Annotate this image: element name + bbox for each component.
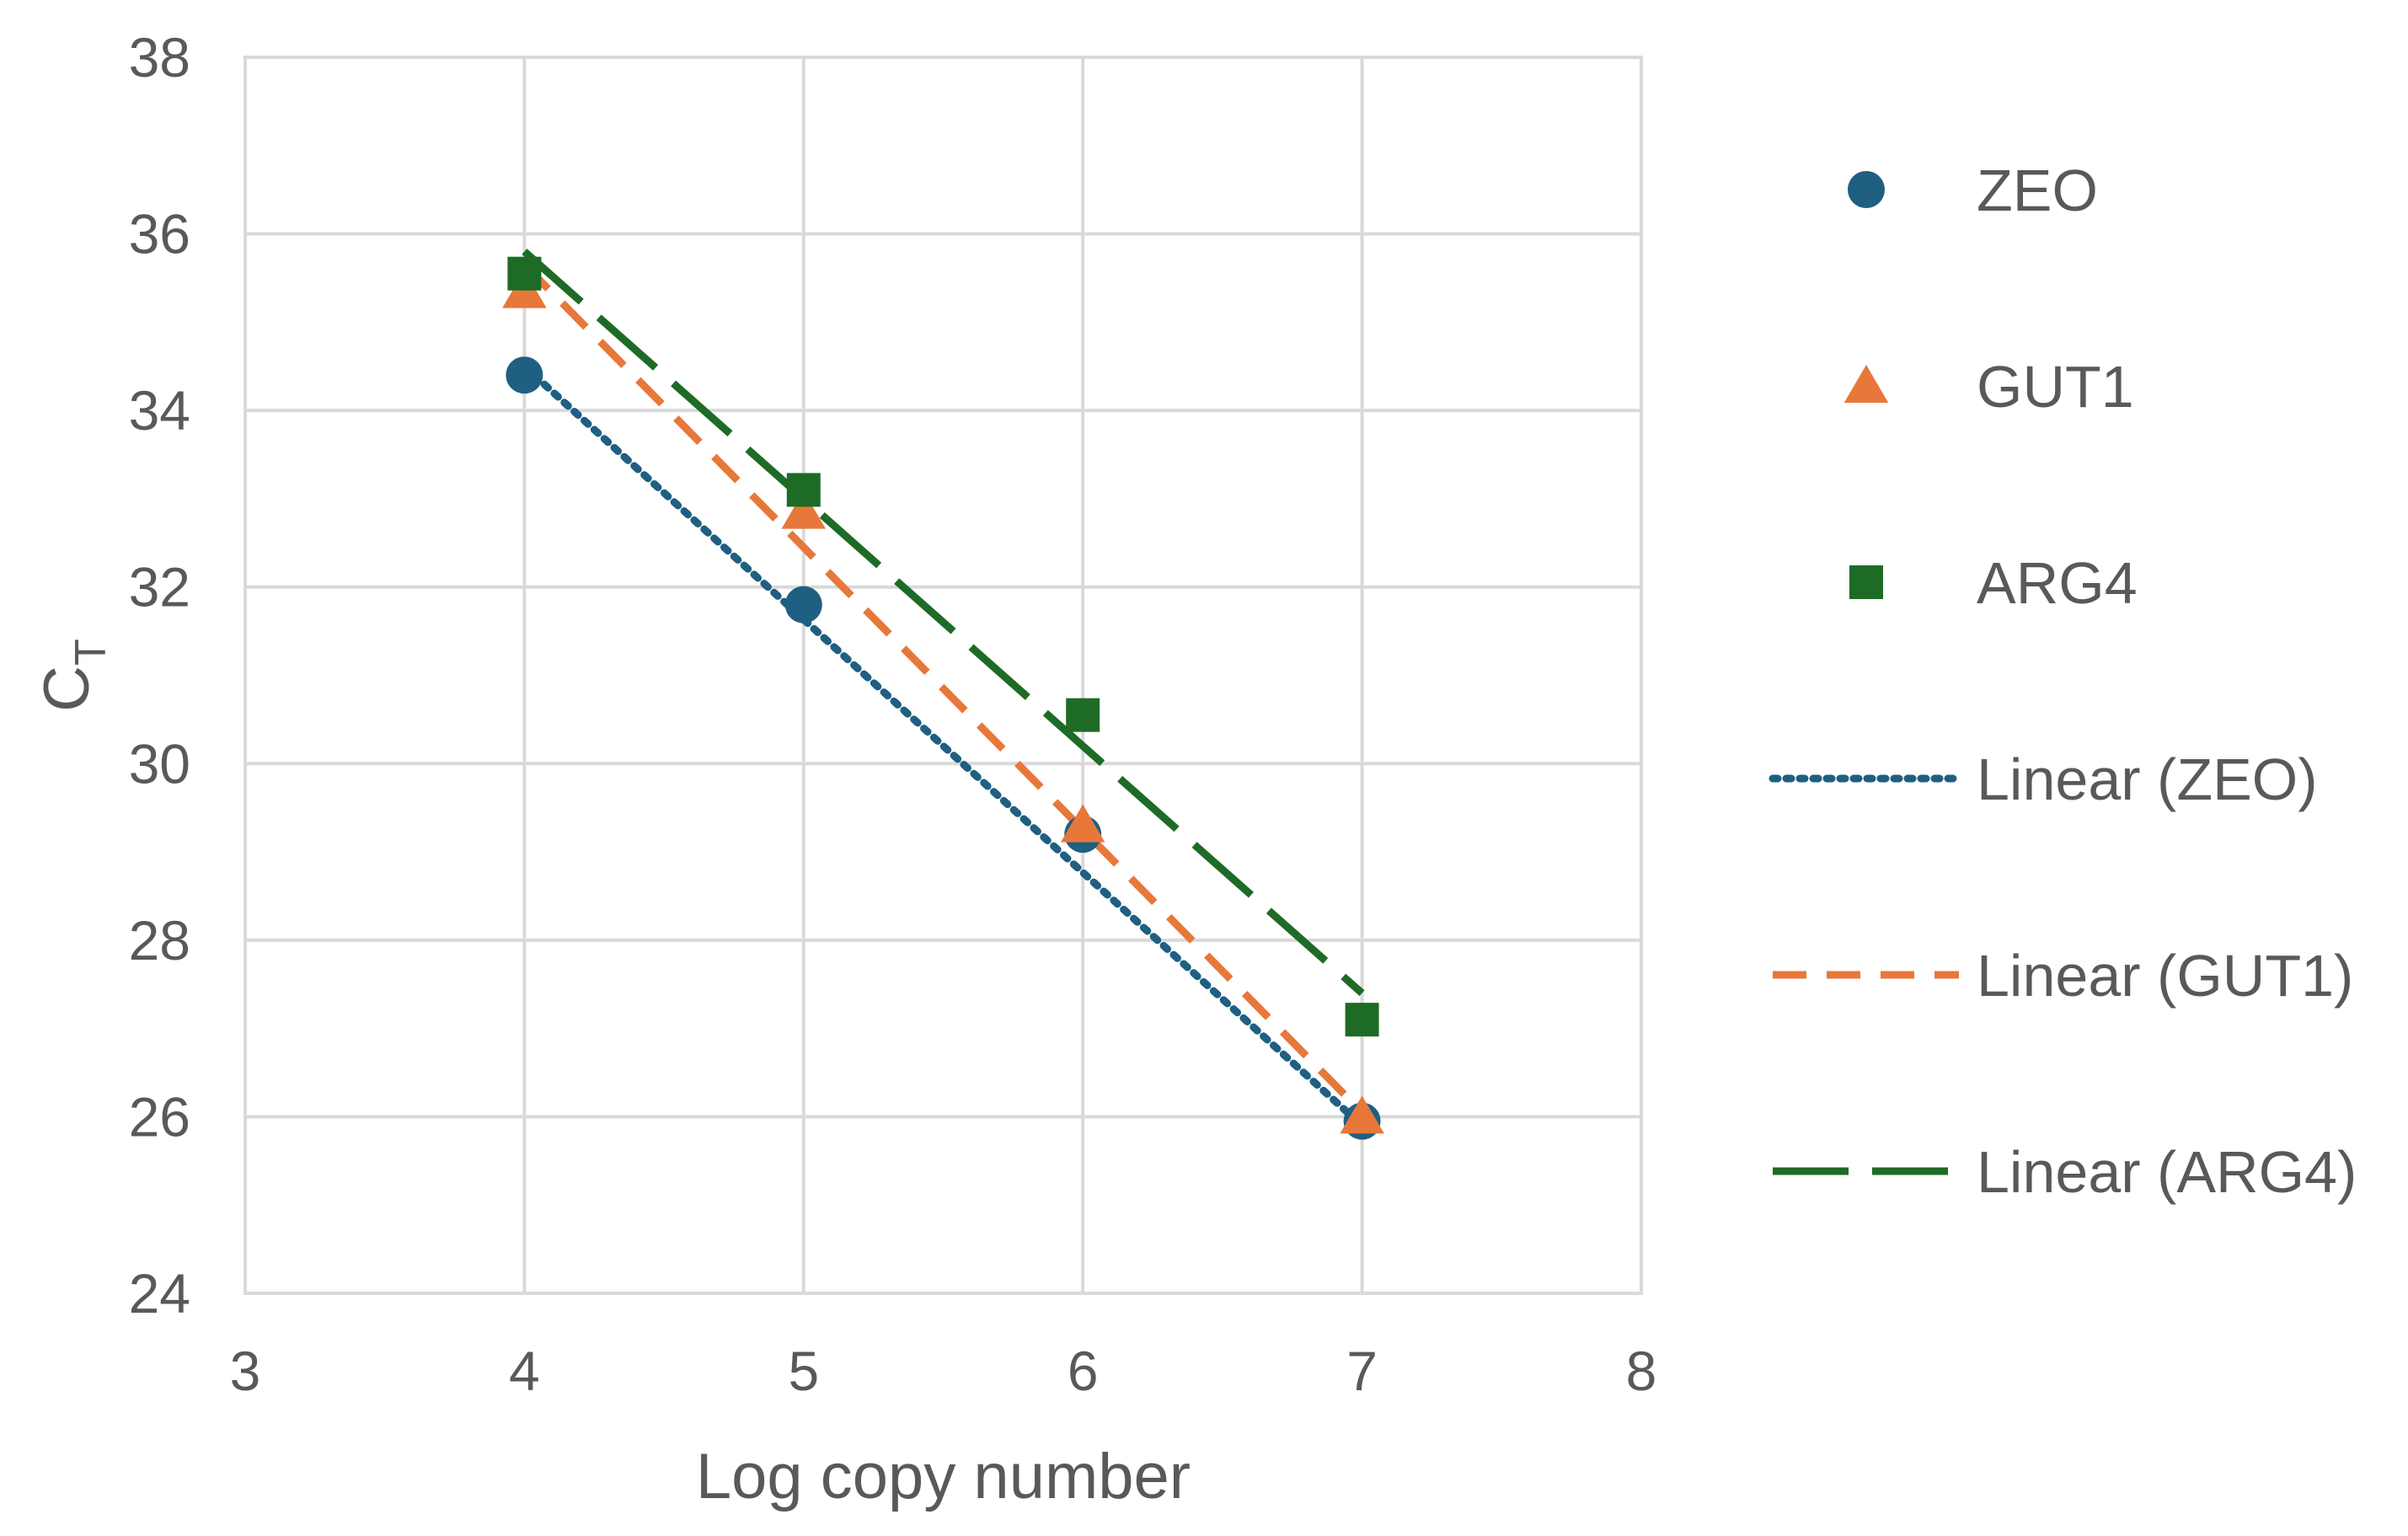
- y-tick-labels: 24 26 28 30 32 34 36 38: [129, 26, 190, 1325]
- legend-swatch-zeo: [1848, 171, 1885, 208]
- markers: [502, 256, 1384, 1140]
- point-gut1-2: [1060, 804, 1105, 843]
- point-gut1-1: [781, 490, 827, 529]
- legend-label-gut1: GUT1: [1977, 354, 2134, 420]
- trendlines: [520, 249, 1367, 1130]
- trendline-linear-arg4: [522, 249, 1365, 997]
- y-tick-label: 24: [129, 1262, 190, 1325]
- grid: [243, 56, 1643, 1295]
- trendline-linear-zeo: [520, 362, 1367, 1130]
- legend-item-zeo: ZEO: [1848, 158, 2098, 223]
- y-tick-label: 28: [129, 909, 190, 971]
- legend-label-zeo: ZEO: [1977, 158, 2098, 223]
- x-tick-label: 8: [1626, 1340, 1657, 1402]
- point-zeo-0: [506, 356, 543, 394]
- x-tick-label: 7: [1346, 1340, 1378, 1402]
- y-axis-title: CT: [31, 639, 115, 712]
- y-tick-label: 38: [129, 26, 190, 88]
- x-tick-label: 4: [509, 1340, 540, 1402]
- legend-swatch-arg4: [1849, 565, 1883, 599]
- point-gut1-3: [1340, 1095, 1384, 1134]
- point-zeo-1: [784, 586, 822, 623]
- y-tick-label: 32: [129, 556, 190, 618]
- plot-frame: [243, 56, 1643, 1295]
- x-tick-labels: 3 4 5 6 7 8: [230, 1340, 1657, 1402]
- legend-item-gut1: GUT1: [1843, 354, 2134, 420]
- x-tick-label: 6: [1068, 1340, 1099, 1402]
- legend-label-linear-arg4: Linear (ARG4): [1977, 1139, 2357, 1205]
- legend-item-arg4: ARG4: [1849, 550, 2138, 616]
- legend-label-linear-zeo: Linear (ZEO): [1977, 747, 2318, 812]
- point-arg4-0: [507, 256, 542, 291]
- legend-label-arg4: ARG4: [1977, 550, 2138, 616]
- y-axis-title-main: C: [31, 666, 103, 712]
- x-tick-label: 3: [230, 1340, 261, 1402]
- legend-item-linear-gut1: Linear (GUT1): [1773, 943, 2353, 1009]
- point-arg4-1: [786, 473, 821, 507]
- x-tick-label: 5: [788, 1340, 819, 1402]
- y-tick-label: 26: [129, 1085, 190, 1148]
- legend-label-linear-gut1: Linear (GUT1): [1977, 943, 2353, 1009]
- y-tick-label: 36: [129, 203, 190, 265]
- legend-item-linear-zeo: Linear (ZEO): [1769, 747, 2318, 812]
- y-tick-label: 34: [129, 379, 190, 442]
- legend-item-linear-arg4: Linear (ARG4): [1773, 1139, 2357, 1205]
- legend-swatch-gut1: [1843, 365, 1889, 403]
- point-arg4-2: [1066, 698, 1100, 732]
- point-arg4-3: [1345, 1003, 1379, 1037]
- legend: ZEO GUT1 ARG4 Linear (ZEO) Linear (GUT1) Line…: [1769, 158, 2357, 1205]
- y-tick-label: 30: [129, 732, 190, 795]
- trendline-linear-gut1: [522, 262, 1365, 1116]
- x-axis-title: Log copy number: [696, 1441, 1191, 1512]
- y-axis-title-subscript: T: [67, 639, 115, 666]
